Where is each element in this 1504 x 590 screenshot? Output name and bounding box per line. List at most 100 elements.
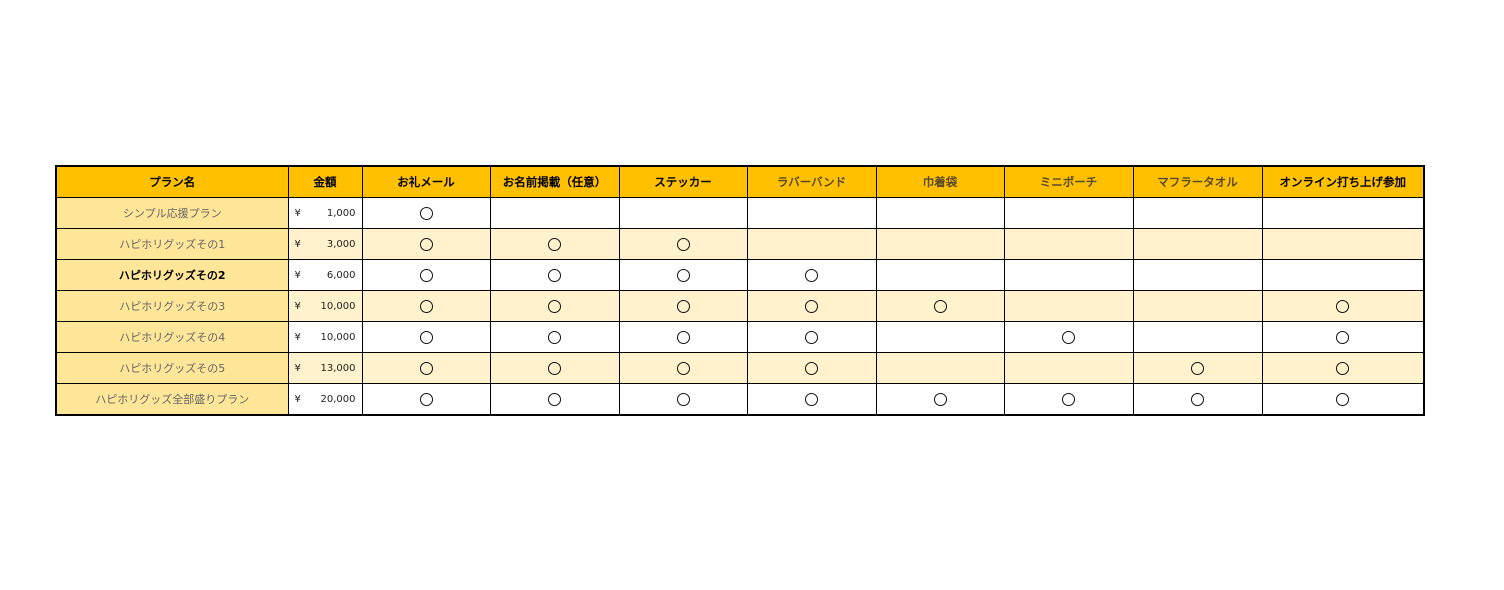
- benefit-cell: [1261, 352, 1425, 384]
- plan-name: ハピホリグッズその5: [55, 352, 289, 384]
- included-circle-icon: [419, 392, 433, 406]
- plan-name: ハピホリグッズその2: [55, 259, 289, 291]
- plan-price: ¥20,000: [287, 383, 363, 416]
- column-header: プラン名: [55, 165, 289, 198]
- benefit-cell: [618, 321, 748, 353]
- included-circle-icon: [548, 299, 561, 313]
- benefit-cell: [1003, 290, 1134, 322]
- benefit-cell: [361, 290, 491, 322]
- price-value: 20,000: [320, 393, 356, 405]
- included-circle-icon: [1062, 392, 1075, 406]
- benefit-cell: [1261, 321, 1425, 353]
- included-circle-icon: [676, 392, 690, 406]
- price-value: 10,000: [320, 331, 356, 343]
- benefit-cell: [1003, 383, 1134, 416]
- benefit-cell: [1003, 321, 1134, 353]
- benefit-cell: [361, 383, 491, 416]
- benefit-cell: [489, 228, 620, 260]
- benefit-cell: [746, 228, 877, 260]
- included-circle-icon: [933, 299, 947, 313]
- benefit-cell: [875, 197, 1005, 229]
- benefit-cell: [746, 290, 877, 322]
- benefit-cell: [1132, 197, 1263, 229]
- benefit-cell: [875, 383, 1005, 416]
- included-circle-icon: [1336, 299, 1350, 313]
- currency-symbol: ¥: [294, 393, 301, 405]
- benefit-cell: [875, 228, 1005, 260]
- benefit-cell: [1132, 290, 1263, 322]
- column-header: ミニポーチ: [1003, 165, 1134, 198]
- benefit-cell: [1261, 259, 1425, 291]
- column-header: 巾着袋: [875, 165, 1005, 198]
- included-circle-icon: [1336, 361, 1350, 375]
- plan-price: ¥6,000: [287, 259, 363, 291]
- benefit-cell: [1261, 228, 1425, 260]
- table-row: ハピホリグッズその5 ¥13,000: [55, 352, 1425, 384]
- benefit-cell: [875, 290, 1005, 322]
- column-header: ステッカー: [618, 165, 748, 198]
- currency-symbol: ¥: [294, 362, 301, 374]
- currency-symbol: ¥: [294, 238, 301, 250]
- plan-name: ハピホリグッズその4: [55, 321, 289, 353]
- benefit-cell: [489, 290, 620, 322]
- column-header: 金額: [287, 165, 363, 198]
- table-row: ハピホリグッズその1 ¥3,000: [55, 228, 1425, 260]
- header-row: プラン名 金額 お礼メール お名前掲載（任意） ステッカー ラバーバンド 巾着袋 ミニポーチマ…: [55, 165, 1425, 198]
- benefit-cell: [746, 352, 877, 384]
- column-header: お礼メール: [361, 165, 491, 198]
- table-row: ハピホリグッズその3 ¥10,000: [55, 290, 1425, 322]
- included-circle-icon: [419, 299, 433, 313]
- included-circle-icon: [676, 268, 690, 282]
- benefit-cell: [1003, 259, 1134, 291]
- column-header: マフラータオル: [1132, 165, 1263, 198]
- benefit-cell: [618, 383, 748, 416]
- plan-name: ハピホリグッズその1: [55, 228, 289, 260]
- included-circle-icon: [676, 299, 690, 313]
- benefit-cell: [489, 197, 620, 229]
- table-row: ハピホリグッズその4 ¥10,000: [55, 321, 1425, 353]
- benefit-cell: [1261, 197, 1425, 229]
- currency-symbol: ¥: [294, 269, 301, 281]
- benefit-cell: [361, 352, 491, 384]
- benefit-cell: [618, 290, 748, 322]
- benefit-cell: [1261, 290, 1425, 322]
- included-circle-icon: [548, 361, 561, 375]
- included-circle-icon: [419, 237, 433, 251]
- included-circle-icon: [805, 361, 818, 375]
- plan-price: ¥10,000: [287, 321, 363, 353]
- benefit-cell: [875, 321, 1005, 353]
- included-circle-icon: [676, 361, 690, 375]
- price-value: 6,000: [326, 269, 356, 281]
- included-circle-icon: [419, 330, 433, 344]
- included-circle-icon: [419, 361, 433, 375]
- included-circle-icon: [805, 299, 818, 313]
- included-circle-icon: [1336, 330, 1350, 344]
- included-circle-icon: [1191, 361, 1204, 375]
- column-header: お名前掲載（任意）: [489, 165, 620, 198]
- column-header: オンライン打ち上げ参加: [1261, 165, 1425, 198]
- included-circle-icon: [933, 392, 947, 406]
- benefit-cell: [1003, 228, 1134, 260]
- plan-price: ¥13,000: [287, 352, 363, 384]
- plan-name: ハピホリグッズ全部盛りプラン: [55, 383, 289, 416]
- benefit-cell: [618, 197, 748, 229]
- benefit-cell: [746, 321, 877, 353]
- included-circle-icon: [805, 330, 818, 344]
- benefit-cell: [1132, 228, 1263, 260]
- included-circle-icon: [805, 392, 818, 406]
- table-row: ハピホリグッズ全部盛りプラン ¥20,000: [55, 383, 1425, 416]
- benefit-cell: [1261, 383, 1425, 416]
- included-circle-icon: [548, 268, 561, 282]
- benefit-cell: [746, 197, 877, 229]
- benefit-cell: [489, 352, 620, 384]
- benefit-cell: [746, 383, 877, 416]
- price-value: 13,000: [320, 362, 356, 374]
- benefit-cell: [746, 259, 877, 291]
- currency-symbol: ¥: [294, 207, 301, 219]
- benefit-cell: [1132, 383, 1263, 416]
- table-row: シンプル応援プラン ¥1,000: [55, 197, 1425, 229]
- plan-comparison-table: プラン名 金額 お礼メール お名前掲載（任意） ステッカー ラバーバンド 巾着袋 ミニポーチマ…: [55, 165, 1425, 416]
- included-circle-icon: [548, 392, 561, 406]
- benefit-cell: [618, 259, 748, 291]
- benefit-cell: [361, 228, 491, 260]
